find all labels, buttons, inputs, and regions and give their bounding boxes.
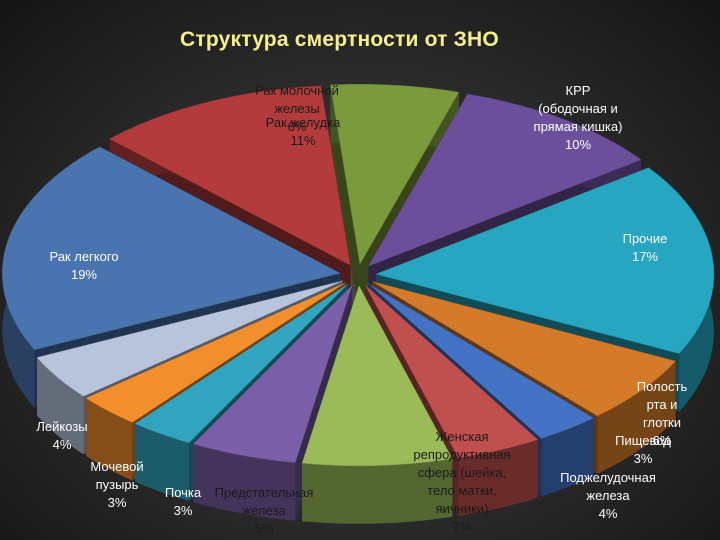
slice-side-5-2 xyxy=(37,357,84,455)
pie-slice-6 xyxy=(301,285,453,467)
label-pancreas: Поджелудочная железа 4% xyxy=(560,470,656,521)
label-leukemia: Лейкозы 4% xyxy=(36,419,88,452)
label-crc: КРР (ободочная и прямая кишка) 10% xyxy=(533,83,623,152)
label-lung: Рак легкого 19% xyxy=(49,249,119,282)
slice-side-0-0 xyxy=(330,84,360,323)
label-stomach: Рак желудка 11% xyxy=(265,115,341,148)
pie-slice-5 xyxy=(364,284,539,459)
slice-side-7-1 xyxy=(86,282,346,457)
label-breast: Рак молочной железы 6% xyxy=(255,83,339,134)
pie-slice-9 xyxy=(85,282,346,423)
pie-tops xyxy=(2,84,715,467)
label-female: Женская репродуктивная сфера (шейка, тел… xyxy=(413,429,511,534)
slice-side-9-2 xyxy=(135,423,189,501)
label-kidney: Почка 3% xyxy=(164,485,202,518)
slice-side-10-2 xyxy=(458,439,538,516)
pie-slice-11 xyxy=(2,146,341,351)
pie-slice-10 xyxy=(36,280,343,397)
label-oral: Полость рта и глотки 6% xyxy=(636,379,688,448)
slice-side-6-2 xyxy=(597,361,676,474)
slice-side-11-2 xyxy=(193,444,296,521)
label-esophagus: Пищевод 3% xyxy=(615,433,671,466)
pie-slice-8 xyxy=(134,283,349,444)
pie-slice-1 xyxy=(367,93,642,267)
label-prostate: Предстательная железа 5% xyxy=(214,485,314,536)
slice-side-7-2 xyxy=(86,398,133,481)
chart-title: Структура смертности от ЗНО xyxy=(180,28,499,51)
pie-slice-7 xyxy=(192,285,353,463)
pie-slice-3 xyxy=(372,281,676,417)
label-other: Прочие 17% xyxy=(622,231,668,264)
pie-slice-0 xyxy=(330,84,460,266)
pie-slice-12 xyxy=(109,85,351,266)
pie-slice-4 xyxy=(368,283,595,439)
pie-slice-2 xyxy=(375,167,715,354)
slice-side-8-2 xyxy=(541,418,594,497)
slice-side-12-2 xyxy=(302,458,453,524)
label-bladder: Мочевой пузырь 3% xyxy=(90,459,144,510)
